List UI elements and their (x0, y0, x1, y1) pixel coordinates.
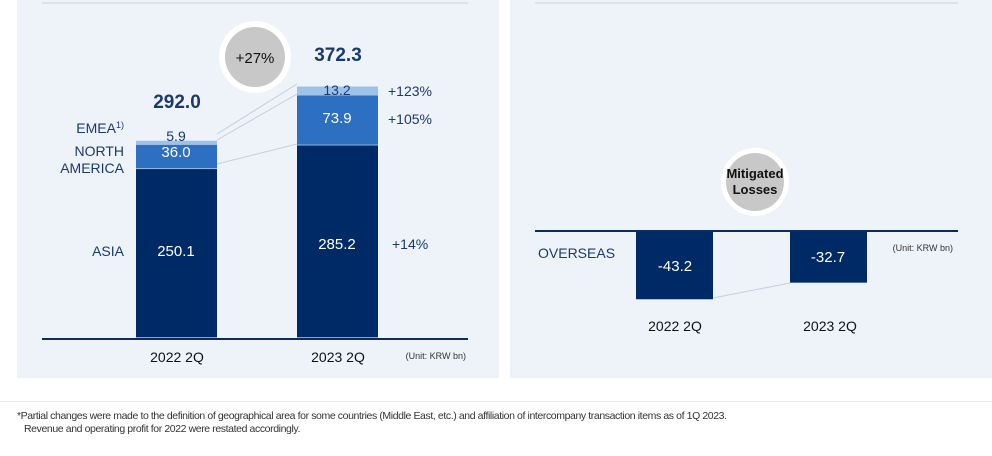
connector-na-bottom (216, 143, 298, 165)
bar-asia-2023 (297, 145, 378, 338)
label-overseas-2023: -32.7 (811, 249, 845, 266)
revenue-chart: 250.1 36.0 5.9 285.2 73.9 13.2 292.0 372… (42, 21, 468, 365)
label-asia-2022: 250.1 (157, 243, 195, 260)
growth-badge-text: +27% (236, 50, 275, 67)
series-label-na-line2: AMERICA (60, 160, 124, 176)
total-2023: 372.3 (314, 45, 362, 66)
total-2022: 292.0 (153, 92, 201, 113)
bar-overseas-2022 (636, 231, 713, 300)
connector-emea-top (216, 83, 298, 135)
series-label-emea-text: EMEA (76, 120, 116, 136)
label-na-2022: 36.0 (161, 144, 190, 161)
bar-north-america-2022 (136, 144, 217, 169)
footnote-line2: Revenue and operating profit for 2022 we… (24, 423, 300, 435)
right-category-2023: 2023 2Q (803, 318, 857, 334)
category-2023: 2023 2Q (311, 349, 365, 365)
unit-label-left: (Unit: KRW bn) (406, 351, 466, 361)
label-emea-2023: 13.2 (323, 82, 350, 98)
label-emea-2022: 5.9 (166, 128, 186, 144)
connector-overseas (712, 282, 791, 299)
series-label-asia: ASIA (92, 243, 125, 259)
mitigated-badge (726, 153, 784, 211)
bar-overseas-2023 (790, 231, 867, 283)
bar-emea-2022 (136, 140, 217, 145)
change-north-america: +105% (388, 111, 432, 127)
growth-badge (225, 27, 285, 87)
label-overseas-2022: -43.2 (658, 258, 692, 275)
mitigated-badge-line1: Mitigated (726, 166, 783, 181)
change-emea: +123% (388, 83, 432, 99)
series-label-overseas: OVERSEAS (538, 245, 615, 261)
unit-label-right: (Unit: KRW bn) (893, 243, 953, 253)
series-label-emea: EMEA1) (76, 120, 124, 136)
connector-emea-bottom (216, 93, 298, 141)
bar-emea-2023 (297, 86, 378, 96)
label-na-2023: 73.9 (322, 110, 351, 127)
category-2022: 2022 2Q (150, 349, 204, 365)
right-category-2022: 2022 2Q (648, 318, 702, 334)
charts-canvas: 250.1 36.0 5.9 285.2 73.9 13.2 292.0 372… (42, 2, 958, 365)
footnote-divider (0, 401, 992, 402)
series-label-emea-sup: 1) (116, 120, 124, 130)
bar-asia-2022 (136, 169, 217, 338)
mitigated-badge-line2: Losses (733, 182, 778, 197)
series-label-na-line1: NORTH (74, 143, 124, 159)
change-asia: +14% (392, 236, 428, 252)
bar-north-america-2023 (297, 95, 378, 145)
footnote-line1: *Partial changes were made to the defini… (17, 410, 727, 422)
label-asia-2023: 285.2 (318, 236, 356, 253)
operating-profit-chart: -43.2 -32.7 OVERSEAS (Unit: KRW bn) Miti… (535, 148, 958, 334)
